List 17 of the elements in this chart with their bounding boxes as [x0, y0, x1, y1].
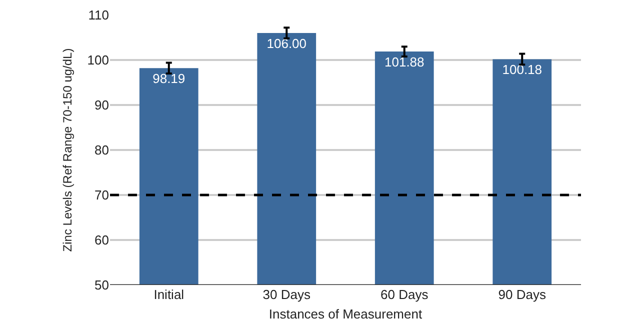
data-label: 98.19	[152, 71, 186, 86]
y-tick-label: 80	[94, 142, 109, 158]
y-tick-label: 60	[94, 232, 109, 248]
x-tick-label: 90 Days	[498, 287, 546, 302]
x-tick-label: 30 Days	[262, 287, 311, 302]
x-tick-label: Initial	[154, 287, 184, 302]
y-tick-label: 70	[94, 188, 109, 203]
data-label: 100.18	[502, 62, 542, 78]
data-label: 106.00	[266, 36, 307, 51]
x-tick-label: 60 Days	[380, 287, 429, 302]
data-label: 101.88	[384, 54, 424, 70]
y-tick-label: 90	[94, 98, 109, 113]
y-tick-label: 110	[88, 8, 109, 23]
y-axis-title: Zinc Levels (Ref Range 70-150 ug/dL)	[60, 48, 75, 252]
y-tick-label: 50	[94, 278, 109, 293]
y-tick-label: 100	[87, 52, 109, 68]
x-axis-title: Instances of Measurement	[268, 306, 422, 322]
